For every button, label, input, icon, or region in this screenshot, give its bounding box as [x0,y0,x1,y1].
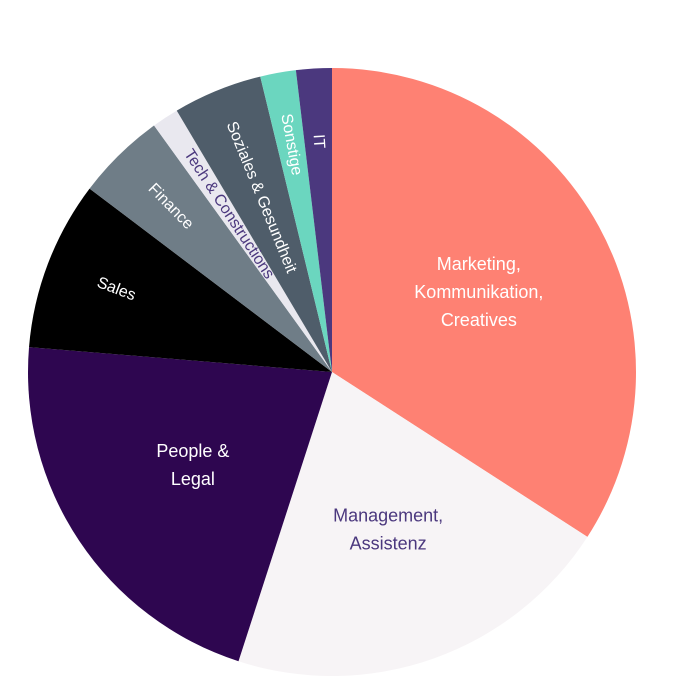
slice-people-legal [27,347,333,662]
slice-label-it: IT [310,134,328,149]
slice-label-marketing-kommunikation-creatives: Marketing, Kommunikation, Creatives [414,254,543,330]
slice-label-line: Management, [333,505,443,525]
slice-label-line: Creatives [441,310,517,330]
slice-label-line: Legal [171,469,215,489]
slice-finance [89,125,332,372]
slice-label-line: Kommunikation, [414,282,543,302]
slice-label-line: People & [156,441,229,461]
slice-label-line: Assistenz [350,533,427,553]
slice-soziales-gesundheit [176,76,332,373]
slice-it [295,68,332,372]
slice-sonstige [260,70,332,373]
slice-marketing-kommunikation-creatives [332,68,636,537]
pie-slices [27,68,636,677]
slice-label-management-assistenz: Management, Assistenz [333,505,443,553]
slice-label-line: Marketing, [437,254,521,274]
slice-management-assistenz [238,372,588,677]
slice-sales [29,188,332,372]
slice-label-people-legal: People & Legal [156,441,229,489]
slice-tech-constructions [154,110,332,372]
